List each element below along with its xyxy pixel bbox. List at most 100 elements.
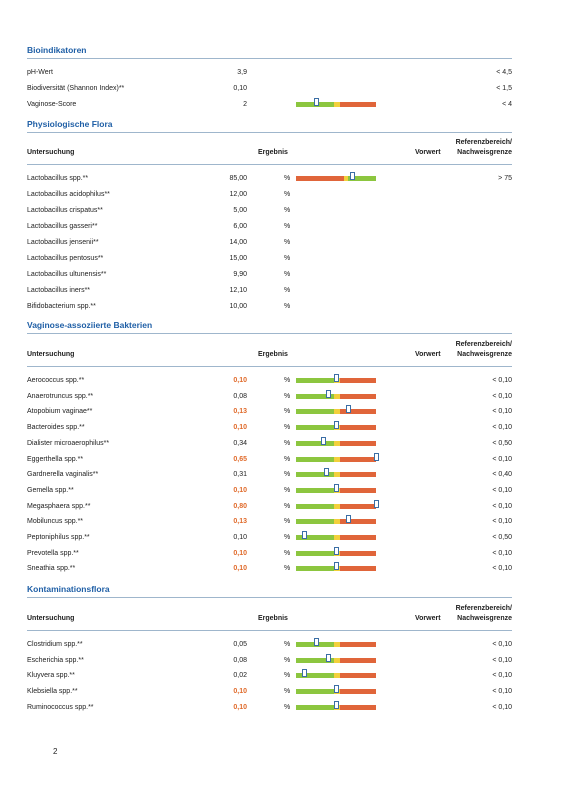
- result-unit: %: [284, 439, 291, 447]
- test-name: Gemella spp.**: [27, 486, 74, 494]
- header-ref-line2: Nachweisgrenze: [457, 149, 512, 156]
- result-unit: %: [284, 408, 291, 416]
- range-bar: [296, 638, 376, 647]
- range-bar-segment: [296, 503, 335, 509]
- table-header: Untersuchung Ergebnis Vorwert Referenzbe…: [0, 137, 565, 161]
- range-bar: [296, 436, 376, 446]
- result-unit: %: [284, 549, 291, 557]
- result-unit: %: [284, 207, 291, 214]
- test-name: pH-Wert: [27, 69, 53, 76]
- range-bar-segment: [296, 176, 344, 181]
- range-bar-segment: [334, 440, 340, 446]
- reference-range: < 1,5: [496, 85, 512, 92]
- test-name: Escherichia spp.**: [27, 656, 84, 664]
- range-bar-segment: [340, 566, 376, 572]
- result-unit: %: [284, 688, 291, 696]
- range-bar-segment: [296, 657, 335, 663]
- range-bar: [296, 546, 376, 556]
- table-row: Biodiversität (Shannon Index)** 0,10 < 1,5: [0, 85, 565, 97]
- header-vorwert: Vorwert: [415, 351, 441, 358]
- table-row: Lactobacillus ultunensis** 9,90%: [0, 271, 565, 283]
- table-row: Lactobacillus gasseri** 6,00%: [0, 223, 565, 235]
- test-result: 12,10: [229, 287, 247, 294]
- test-result: 0,31: [233, 471, 247, 479]
- range-bar: [296, 452, 379, 462]
- range-bar-segment: [344, 176, 348, 181]
- result-unit: %: [284, 502, 291, 510]
- test-result: 0,08: [233, 392, 247, 400]
- reference-range: < 0,10: [492, 377, 512, 384]
- section-title-vaginose: Vaginose-assoziierte Bakterien: [27, 320, 153, 330]
- test-name: Prevotella spp.**: [27, 549, 79, 557]
- test-result: 0,08: [233, 656, 247, 664]
- table-row: Clostridium spp.** 0,05% < 0,10: [0, 638, 565, 653]
- range-bar-segment: [348, 176, 376, 181]
- range-bar: [296, 700, 376, 710]
- range-bar: [296, 669, 376, 679]
- table-row: Megasphaera spp.** 0,80% < 0,10: [0, 499, 565, 515]
- test-name: Lactobacillus jensenii**: [27, 239, 99, 246]
- table-row: Eggerthella spp.** 0,65% < 0,10: [0, 452, 565, 468]
- reference-range: < 0,10: [492, 688, 512, 696]
- test-name: Gardnerella vaginalis**: [27, 471, 99, 479]
- test-name: Atopobium vaginae**: [27, 408, 93, 416]
- range-bar-marker: [314, 638, 319, 646]
- range-bar: [296, 405, 376, 415]
- reference-range: < 0,10: [492, 656, 512, 664]
- range-bar-marker: [350, 172, 355, 180]
- range-bar-segment: [296, 393, 335, 399]
- section-divider: [27, 58, 512, 59]
- table-row: Vaginose-Score 2 < 4: [0, 98, 565, 113]
- test-result: 10,00: [229, 303, 247, 310]
- range-bar-segment: [340, 472, 376, 478]
- test-result: 3,9: [237, 69, 247, 76]
- range-bar-marker: [374, 499, 379, 508]
- result-unit: %: [284, 271, 291, 278]
- reference-range: < 0,10: [492, 549, 512, 557]
- test-result: 0,80: [233, 502, 247, 510]
- result-unit: %: [284, 175, 291, 182]
- range-bar-segment: [340, 425, 376, 431]
- test-name: Aerococcus spp.**: [27, 377, 85, 384]
- table-header-divider: [27, 630, 512, 631]
- header-vorwert: Vorwert: [415, 615, 441, 622]
- range-bar-segment: [340, 393, 376, 399]
- header-ergebnis: Ergebnis: [258, 149, 288, 156]
- result-unit: %: [284, 656, 291, 664]
- reference-range: < 4,5: [496, 69, 512, 76]
- test-result: 85,00: [229, 175, 247, 182]
- section-divider: [27, 132, 512, 133]
- test-result: 0,10: [233, 565, 247, 573]
- range-bar: [296, 499, 379, 509]
- section-divider: [27, 597, 512, 598]
- test-name: Lactobacillus gasseri**: [27, 223, 98, 230]
- range-bar-segment: [340, 657, 376, 663]
- range-bar-segment: [334, 657, 340, 663]
- table-row: Gemella spp.** 0,10% < 0,10: [0, 483, 565, 499]
- test-result: 0,10: [233, 486, 247, 494]
- table-row: Atopobium vaginae** 0,13% < 0,10: [0, 405, 565, 420]
- table-row: pH-Wert 3,9 < 4,5: [0, 69, 565, 81]
- table-row: Lactobacillus pentosus** 15,00%: [0, 255, 565, 267]
- reference-range: < 0,10: [492, 455, 512, 463]
- test-name: Lactobacillus crispatus**: [27, 207, 103, 214]
- range-bar-marker: [334, 483, 339, 492]
- range-bar-segment: [296, 550, 335, 556]
- test-result: 0,65: [233, 455, 247, 463]
- range-bar-segment: [334, 503, 340, 509]
- table-row: Anaerotruncus spp.** 0,08% < 0,10: [0, 389, 565, 405]
- range-bar-segment: [340, 487, 376, 493]
- test-result: 0,10: [233, 688, 247, 696]
- range-bar-segment: [340, 409, 376, 415]
- result-unit: %: [284, 424, 291, 432]
- table-row: Klebsiella spp.** 0,10% < 0,10: [0, 685, 565, 700]
- header-ref-line1: Referenzbereich/: [455, 341, 512, 348]
- range-bar-segment: [296, 689, 335, 695]
- reference-range: < 0,10: [492, 641, 512, 648]
- range-bar-marker: [326, 389, 331, 398]
- reference-range: < 0,10: [492, 565, 512, 573]
- test-name: Lactobacillus pentosus**: [27, 255, 104, 262]
- test-result: 12,00: [229, 191, 247, 198]
- page-number: 2: [53, 747, 58, 756]
- range-bar-segment: [340, 440, 376, 446]
